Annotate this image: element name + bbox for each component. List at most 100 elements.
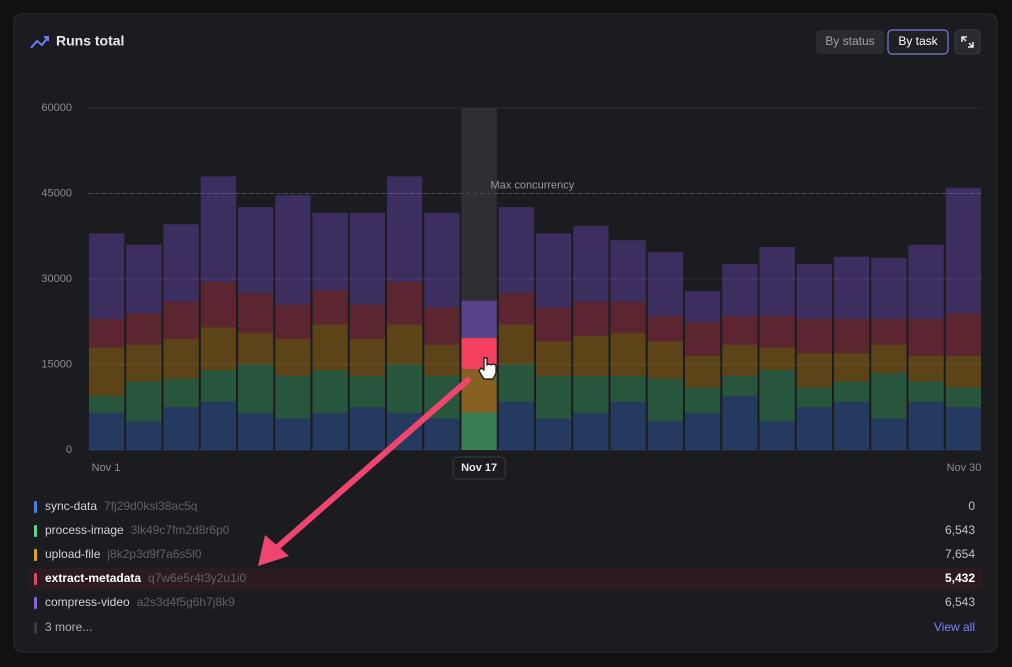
bar-segment (647, 378, 683, 422)
y-tick-label: 45000 (41, 187, 72, 199)
bar-segment (722, 264, 758, 317)
legend-swatch (34, 501, 37, 513)
more-link[interactable]: 3 more... (45, 620, 92, 634)
bar-segment (238, 207, 274, 294)
annotation-arrowhead (258, 535, 289, 566)
bar-segment (126, 313, 162, 345)
bar-segment (573, 375, 609, 413)
bar-segment (834, 256, 870, 319)
bar-segment (610, 240, 646, 302)
bar-segment (498, 324, 534, 365)
bar-segment (945, 387, 981, 408)
bar-segment (200, 176, 236, 282)
bar-segment (238, 412, 274, 450)
bar-segment (275, 375, 311, 419)
legend-name: extract-metadata (45, 571, 141, 585)
view-all-link[interactable]: View all (934, 620, 975, 634)
bar-segment (498, 401, 534, 450)
bar-segment (349, 407, 385, 450)
bar-segment (759, 247, 795, 317)
bar-segment (834, 401, 870, 450)
bar-segment (573, 412, 609, 450)
bar-segment (461, 300, 497, 339)
bar-segment (945, 407, 981, 450)
bar-segment (126, 421, 162, 450)
bar-segment (796, 407, 832, 450)
bar-segment (908, 401, 944, 450)
bar-segment (796, 264, 832, 319)
toggle-label: By task (898, 34, 938, 48)
bar-segment (238, 364, 274, 413)
legend-name: upload-file (45, 547, 101, 561)
bar-segment (126, 244, 162, 314)
legend-value: 5,432 (945, 571, 975, 585)
bar-segment (275, 304, 311, 339)
bar-segment (163, 224, 199, 302)
bar-segment (610, 333, 646, 376)
bar-segment (871, 344, 907, 374)
bar-segment (163, 338, 199, 379)
legend-name: sync-data (45, 499, 97, 513)
bar-segment (387, 176, 423, 282)
bar-segment (200, 281, 236, 328)
toggle-button[interactable] (816, 30, 884, 54)
bar-segment (275, 195, 311, 305)
bar-segment (536, 375, 572, 419)
bar-segment (498, 293, 534, 325)
bar-segment (387, 364, 423, 413)
bar-segment (834, 353, 870, 382)
legend-swatch (34, 549, 37, 561)
bar-segment (498, 364, 534, 402)
bar-segment (647, 421, 683, 450)
bar-segment (387, 281, 423, 325)
bar-segment (312, 370, 348, 413)
bar-segment (312, 324, 348, 371)
bar-segment (312, 290, 348, 325)
legend-name: process-image (45, 523, 124, 537)
bar-segment (126, 381, 162, 422)
bar-segment (573, 301, 609, 336)
bar-segment (238, 293, 274, 334)
legend-value: 6,543 (945, 595, 975, 609)
x-tick-label: Nov 17 (461, 462, 497, 474)
toggle-button[interactable] (887, 29, 949, 55)
expand-button[interactable] (954, 29, 981, 55)
title-icon (44, 36, 49, 41)
legend-value: 7,654 (945, 547, 975, 561)
bar-segment (610, 401, 646, 450)
bar-segment (89, 318, 125, 348)
legend-id: 3lk49c7fm2d8r6p0 (131, 523, 230, 537)
bar-segment (461, 338, 497, 370)
legend-name: compress-video (45, 595, 130, 609)
bar-segment (536, 233, 572, 308)
bar-segment (945, 313, 981, 356)
legend-value: 6,543 (945, 523, 975, 537)
bar-segment (275, 338, 311, 376)
bar-segment (945, 355, 981, 388)
bar-segment (908, 318, 944, 356)
annotation-arrow (269, 377, 471, 555)
legend-id: q7w6e5r4t3y2u1i0 (148, 571, 246, 585)
bar-segment (424, 344, 460, 376)
cursor (478, 357, 497, 380)
x-tooltip (452, 456, 506, 480)
bar-segment (945, 187, 981, 314)
y-tick-label: 30000 (41, 273, 72, 285)
bar-segment (796, 318, 832, 354)
expand-icon (961, 36, 974, 48)
bar-segment (126, 344, 162, 382)
bar-segment (200, 401, 236, 450)
bar-segment (908, 355, 944, 382)
toggle-label: By status (825, 34, 874, 48)
x-tick-label: Nov 30 (947, 462, 982, 474)
legend-row-highlight (28, 568, 983, 590)
bar-segment (163, 378, 199, 408)
bar-segment (200, 370, 236, 402)
bar-segment (834, 381, 870, 402)
bar-segment (759, 370, 795, 422)
bar-segment (536, 307, 572, 342)
title-icon (30, 36, 49, 49)
bar-segment (759, 347, 795, 371)
bar-segment (424, 418, 460, 450)
y-tick-label: 60000 (41, 102, 72, 114)
